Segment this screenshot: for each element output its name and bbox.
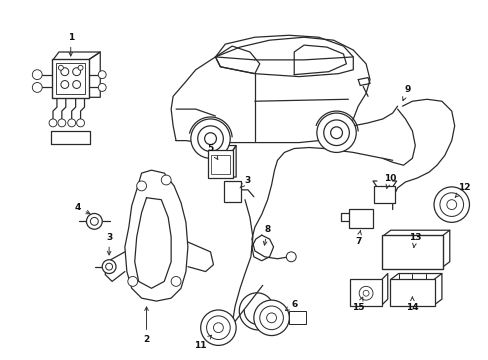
Text: 12: 12 (454, 183, 470, 197)
FancyBboxPatch shape (288, 311, 305, 324)
Circle shape (323, 120, 348, 145)
Circle shape (32, 70, 42, 80)
FancyBboxPatch shape (52, 59, 89, 98)
Text: 9: 9 (402, 85, 410, 100)
Text: 2: 2 (143, 307, 149, 344)
Circle shape (61, 81, 69, 89)
Circle shape (171, 276, 181, 286)
FancyBboxPatch shape (207, 150, 233, 178)
Text: 3: 3 (106, 233, 112, 255)
Circle shape (86, 213, 102, 229)
Circle shape (286, 252, 296, 262)
FancyBboxPatch shape (381, 235, 442, 269)
Circle shape (78, 65, 83, 70)
FancyBboxPatch shape (56, 63, 85, 94)
Circle shape (259, 306, 283, 330)
Circle shape (161, 175, 171, 185)
Circle shape (105, 263, 112, 270)
Text: 4: 4 (74, 203, 90, 214)
Circle shape (98, 71, 106, 78)
Text: 1: 1 (67, 33, 74, 56)
Circle shape (200, 310, 236, 345)
Circle shape (316, 113, 356, 152)
FancyBboxPatch shape (224, 181, 240, 202)
Circle shape (58, 65, 63, 70)
Text: 5: 5 (207, 144, 217, 159)
Text: 14: 14 (405, 297, 418, 312)
Text: 11: 11 (194, 335, 211, 350)
Circle shape (197, 126, 223, 152)
Circle shape (433, 187, 468, 222)
Circle shape (77, 119, 84, 127)
Circle shape (90, 217, 98, 225)
Circle shape (98, 84, 106, 91)
Circle shape (61, 68, 69, 76)
Text: 6: 6 (285, 300, 297, 311)
Text: 8: 8 (263, 225, 270, 245)
Circle shape (49, 119, 57, 127)
FancyBboxPatch shape (349, 279, 382, 306)
Text: 10: 10 (383, 174, 395, 188)
Circle shape (58, 119, 66, 127)
FancyBboxPatch shape (348, 209, 373, 228)
Text: 3: 3 (240, 176, 250, 188)
Circle shape (32, 82, 42, 93)
Circle shape (439, 193, 463, 216)
Circle shape (73, 68, 81, 76)
Circle shape (204, 133, 216, 145)
Circle shape (68, 119, 76, 127)
Circle shape (102, 260, 116, 274)
Circle shape (266, 313, 276, 323)
Circle shape (363, 290, 368, 296)
Text: 13: 13 (408, 233, 421, 247)
Circle shape (206, 316, 230, 339)
Circle shape (190, 119, 230, 158)
Circle shape (446, 200, 456, 210)
FancyBboxPatch shape (374, 186, 394, 203)
FancyBboxPatch shape (389, 279, 434, 306)
Circle shape (330, 127, 342, 139)
Circle shape (213, 323, 223, 333)
Circle shape (73, 81, 81, 89)
Circle shape (127, 276, 138, 286)
Text: 7: 7 (354, 231, 361, 246)
Circle shape (253, 300, 289, 336)
FancyBboxPatch shape (211, 155, 229, 174)
Circle shape (359, 286, 372, 300)
Circle shape (137, 181, 146, 191)
Text: 15: 15 (351, 297, 364, 312)
